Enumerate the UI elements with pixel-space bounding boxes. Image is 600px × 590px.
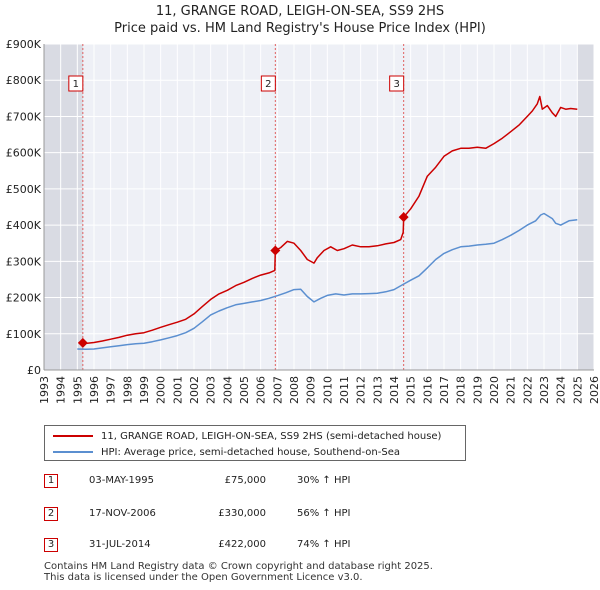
x-tick-label: 2001 — [171, 376, 184, 404]
footer: Contains HM Land Registry data © Crown c… — [44, 561, 433, 583]
y-tick-label: £900K — [6, 38, 42, 51]
table-row: 1 03-MAY-1995 £75,000 30% ↑ HPI — [44, 472, 444, 492]
chart-title: 11, GRANGE ROAD, LEIGH-ON-SEA, SS9 2HS P… — [0, 3, 600, 37]
legend-label-hpi: HPI: Average price, semi-detached house,… — [101, 446, 400, 458]
x-tick-label: 2005 — [238, 376, 251, 404]
y-tick-label: £400K — [6, 219, 42, 232]
x-tick-label: 2006 — [255, 376, 268, 404]
x-tick-label: 2017 — [438, 376, 451, 404]
sale-date: 03-MAY-1995 — [89, 475, 155, 486]
sale-marker-badge: 3 — [44, 538, 58, 552]
sale-marker-badge: 2 — [44, 507, 58, 521]
sale-price: £422,000 — [218, 539, 266, 550]
sale-label-frame — [389, 75, 405, 92]
x-tick-label: 2016 — [421, 376, 434, 404]
sale-price: £75,000 — [224, 475, 266, 486]
y-tick-label: £200K — [6, 292, 42, 305]
x-tick-label: 2019 — [471, 376, 484, 404]
x-tick-label: 2014 — [388, 376, 401, 404]
x-tick-label: 2022 — [521, 376, 534, 404]
x-tick-label: 2023 — [538, 376, 551, 404]
x-tick-label: 2024 — [555, 376, 568, 404]
y-tick-label: £100K — [6, 328, 42, 341]
x-tick-label: 2010 — [321, 376, 334, 404]
x-tick-label: 1998 — [121, 376, 134, 404]
footer-licence: This data is licensed under the Open Gov… — [44, 572, 363, 583]
table-row: 3 31-JUL-2014 £422,000 74% ↑ HPI — [44, 536, 444, 556]
sale-label-frame — [68, 75, 84, 92]
sale-hpi-change: 30% ↑ HPI — [297, 475, 351, 486]
sale-hpi-change: 56% ↑ HPI — [297, 508, 351, 519]
legend-label-property: 11, GRANGE ROAD, LEIGH-ON-SEA, SS9 2HS (… — [101, 430, 442, 442]
y-tick-label: £800K — [6, 74, 42, 87]
sale-label-text: 1 — [73, 79, 79, 90]
hpi-series-line — [77, 212, 578, 350]
legend: 11, GRANGE ROAD, LEIGH-ON-SEA, SS9 2HS (… — [44, 425, 466, 461]
shaded-range — [577, 44, 594, 370]
property-series-line — [82, 95, 578, 344]
x-tick-label: 2009 — [305, 376, 318, 404]
sale-label-box: 3 — [389, 75, 405, 92]
x-tick-label: 2000 — [155, 376, 168, 404]
x-tick-label: 2013 — [371, 376, 384, 404]
x-tick-label: 2015 — [405, 376, 418, 404]
sale-price: £330,000 — [218, 508, 266, 519]
sale-date: 17-NOV-2006 — [89, 508, 156, 519]
x-tick-label: 2003 — [205, 376, 218, 404]
sale-point — [398, 212, 409, 223]
x-tick-label: 1996 — [88, 376, 101, 404]
sale-point — [270, 245, 281, 256]
x-tick-label: 2002 — [188, 376, 201, 404]
x-tick-label: 2011 — [338, 376, 351, 404]
plot-background — [44, 44, 594, 370]
x-tick-label: 1997 — [105, 376, 118, 404]
sale-label-text: 2 — [265, 79, 271, 90]
footer-copyright: Contains HM Land Registry data © Crown c… — [44, 561, 433, 572]
sale-hpi-change: 74% ↑ HPI — [297, 539, 351, 550]
x-tick-label: 2007 — [271, 376, 284, 404]
sale-point — [77, 337, 88, 348]
price-chart: 1 2 3 £0 £100K £200K £300K £400K £500K £600K £700K… — [6, 38, 600, 404]
x-tick-label: 2020 — [488, 376, 501, 404]
x-tick-label: 2004 — [221, 376, 234, 404]
y-tick-label: £500K — [6, 183, 42, 196]
sale-label-box: 1 — [68, 75, 84, 92]
table-row: 2 17-NOV-2006 £330,000 56% ↑ HPI — [44, 505, 444, 525]
y-tick-label: £300K — [6, 255, 42, 268]
x-tick-label: 2018 — [455, 376, 468, 404]
legend-swatch-hpi — [53, 451, 93, 453]
y-tick-label: £700K — [6, 110, 42, 123]
y-tick-label: £0 — [27, 364, 41, 377]
shaded-range — [44, 44, 83, 370]
x-tick-label: 2012 — [355, 376, 368, 404]
sale-label-box: 2 — [260, 75, 276, 92]
title-line-2: Price paid vs. HM Land Registry's House … — [114, 21, 486, 36]
x-tick-label: 2026 — [588, 376, 600, 404]
sale-date: 31-JUL-2014 — [89, 539, 151, 550]
title-line-1: 11, GRANGE ROAD, LEIGH-ON-SEA, SS9 2HS — [155, 4, 445, 19]
sale-label-frame — [260, 75, 276, 92]
x-tick-label: 2008 — [288, 376, 301, 404]
legend-swatch-property — [53, 435, 93, 437]
x-tick-label: 1999 — [138, 376, 151, 404]
sale-label-text: 3 — [393, 79, 399, 90]
y-tick-label: £600K — [6, 147, 42, 160]
sale-marker-badge: 1 — [44, 474, 58, 488]
x-tick-label: 1994 — [55, 376, 68, 404]
x-tick-label: 1995 — [71, 376, 84, 404]
legend-item-property: 11, GRANGE ROAD, LEIGH-ON-SEA, SS9 2HS (… — [53, 428, 441, 444]
x-tick-label: 1993 — [38, 376, 51, 404]
x-tick-label: 2025 — [571, 376, 584, 404]
x-tick-label: 2021 — [505, 376, 518, 404]
legend-item-hpi: HPI: Average price, semi-detached house,… — [53, 444, 400, 460]
